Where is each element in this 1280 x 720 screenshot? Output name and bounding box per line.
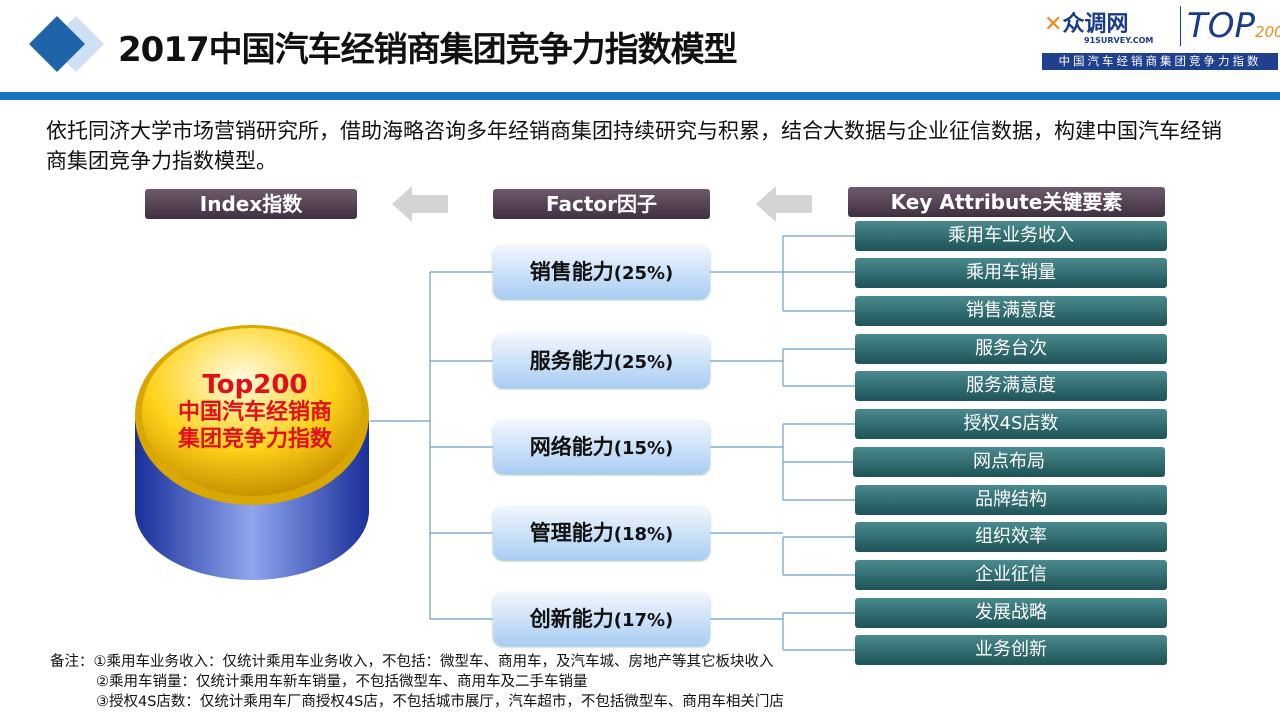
- attribute-item: 乘用车销量: [855, 258, 1167, 288]
- logo: ✕众调网 91SURVEY.COM TOP200 中国汽车经销商集团竞争力指数: [1040, 4, 1280, 72]
- attribute-item: 服务台次: [855, 334, 1167, 364]
- attribute-item: 授权4S店数: [855, 409, 1167, 439]
- index-column-header: Index指数: [145, 189, 357, 219]
- attribute-item: 销售满意度: [855, 296, 1167, 326]
- attribute-item: 品牌结构: [855, 485, 1167, 515]
- factor-column-header: Factor因子: [493, 189, 710, 219]
- factor-network: 网络能力(15%): [493, 420, 710, 474]
- attribute-item: 企业征信: [855, 560, 1167, 590]
- index-cylinder-icon: [135, 325, 369, 580]
- arrow-left-icon: [756, 186, 812, 222]
- factor-service: 服务能力(25%): [493, 334, 710, 388]
- attribute-item: 组织效率: [855, 522, 1167, 552]
- factor-innovation: 创新能力(17%): [493, 592, 710, 646]
- footnotes: 备注：①乘用车业务收入：仅统计乘用车业务收入，不包括：微型车、商用车，及汽车城、…: [50, 654, 784, 710]
- page-title: 2017中国汽车经销商集团竞争力指数模型: [118, 30, 738, 70]
- attribute-item: 业务创新: [855, 635, 1167, 665]
- factor-sales: 销售能力(25%): [493, 245, 710, 299]
- factor-management: 管理能力(18%): [493, 506, 710, 560]
- header-divider: [0, 92, 1280, 100]
- title-diamond-icon: [29, 16, 104, 72]
- intro-text: 依托同济大学市场营销研究所，借助海略咨询多年经销商集团持续研究与积累，结合大数据…: [46, 119, 1222, 173]
- index-label: Top200 中国汽车经销商 集团竞争力指数: [177, 370, 332, 453]
- attribute-item: 乘用车业务收入: [855, 221, 1167, 251]
- attribute-item: 网点布局: [853, 447, 1165, 477]
- arrow-left-icon: [392, 186, 448, 222]
- attribute-item: 发展战略: [855, 598, 1167, 628]
- attribute-column-header: Key Attribute关键要素: [848, 187, 1165, 217]
- attribute-item: 服务满意度: [855, 371, 1167, 401]
